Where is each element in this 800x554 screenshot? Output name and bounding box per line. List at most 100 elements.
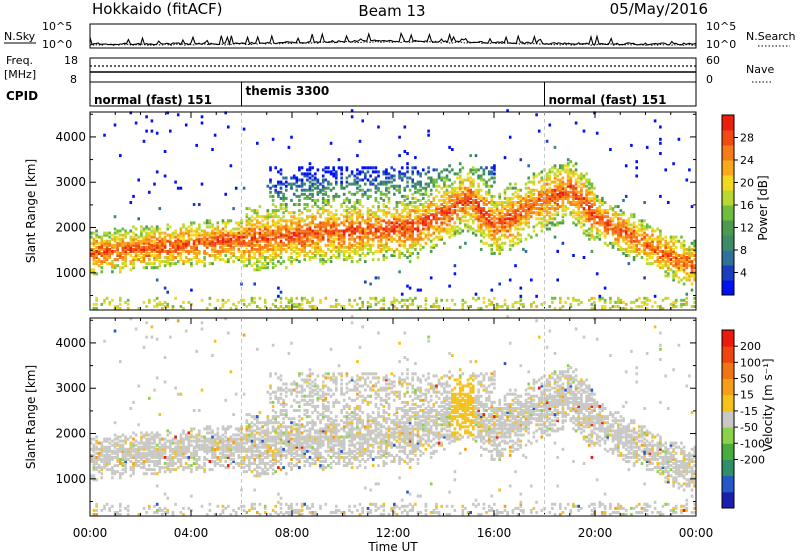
power-cell <box>532 188 536 192</box>
power-cell <box>559 188 562 192</box>
power-cell <box>422 219 425 223</box>
power-cell <box>472 182 475 186</box>
power-cell <box>274 264 277 268</box>
velocity-cell <box>100 460 104 463</box>
power-cell <box>324 225 328 229</box>
power-cell <box>477 174 480 178</box>
power-cell <box>693 274 696 278</box>
velocity-cell <box>158 460 162 463</box>
power-cell <box>559 172 562 176</box>
power-cell <box>221 243 225 247</box>
power-cell <box>390 237 393 241</box>
power-cell <box>561 168 565 172</box>
power-cell <box>258 205 262 209</box>
power-cell <box>403 217 407 221</box>
velocity-cell <box>137 460 140 463</box>
power-cell <box>263 227 267 231</box>
power-cell <box>609 307 612 310</box>
power-cell <box>588 213 591 217</box>
power-cell <box>350 209 354 213</box>
power-cell <box>477 209 480 213</box>
power-cell <box>477 205 480 209</box>
power-cell <box>582 201 586 204</box>
power-cell <box>561 166 565 170</box>
power-cell <box>548 215 552 219</box>
power-cell <box>508 227 512 231</box>
power-cell <box>155 249 159 253</box>
power-cell <box>179 251 183 255</box>
power-cell <box>456 205 459 209</box>
power-cell <box>414 201 417 204</box>
power-cell <box>353 249 357 253</box>
velocity-cell <box>153 441 156 445</box>
power-cell <box>667 256 670 259</box>
power-cell <box>277 170 280 174</box>
power-cell <box>221 221 225 225</box>
power-cell <box>495 307 499 310</box>
power-cell <box>487 178 491 182</box>
power-cell <box>311 194 314 198</box>
velocity-cell <box>163 437 167 441</box>
power-cell <box>582 182 586 186</box>
power-cell <box>619 227 623 231</box>
power-cell <box>651 251 654 255</box>
power-cell <box>335 229 338 233</box>
power-cell <box>595 221 599 225</box>
power-cell <box>314 201 317 204</box>
power-cell <box>350 243 354 247</box>
power-cell <box>348 198 351 202</box>
power-cell <box>374 298 378 302</box>
power-cell <box>519 286 523 290</box>
power-cell <box>472 184 475 188</box>
power-cell <box>640 219 644 223</box>
power-cell <box>221 233 225 237</box>
power-cell <box>171 243 175 247</box>
power-cell <box>493 219 496 223</box>
power-cell <box>556 211 559 215</box>
power-cell <box>90 270 93 274</box>
power-cell <box>248 217 251 221</box>
power-cell <box>256 237 259 241</box>
power-cell <box>482 215 486 219</box>
power-cell <box>524 209 528 213</box>
power-cell <box>300 229 304 233</box>
power-cell <box>240 241 243 245</box>
power-cell <box>148 227 151 231</box>
power-cell <box>685 292 689 296</box>
power-cell <box>514 186 517 190</box>
power-cell <box>258 225 262 229</box>
power-cell <box>298 233 301 237</box>
power-cell <box>524 217 528 221</box>
power-cell <box>379 217 383 221</box>
power-cell <box>295 239 299 243</box>
power-cell <box>659 262 662 266</box>
power-cell <box>374 211 378 215</box>
power-cell <box>566 178 570 182</box>
power-colorbar-tick-label: 4 <box>740 267 747 280</box>
power-cell <box>406 235 409 239</box>
power-cell <box>316 209 320 213</box>
velocity-cell <box>95 462 98 465</box>
power-cell <box>374 186 378 190</box>
power-cell <box>572 194 575 198</box>
power-cell <box>219 239 222 243</box>
power-cell <box>358 223 362 227</box>
power-cell <box>345 249 349 253</box>
power-cell <box>192 245 196 249</box>
power-cell <box>263 249 267 253</box>
power-cell <box>342 245 346 249</box>
power-cell <box>308 256 312 259</box>
velocity-cell <box>95 508 98 512</box>
power-cell <box>192 251 196 255</box>
power-cell <box>622 211 625 215</box>
power-cell <box>319 223 322 227</box>
power-cell <box>163 286 167 290</box>
power-cell <box>561 305 565 308</box>
power-cell <box>205 231 209 235</box>
power-cell <box>548 186 552 190</box>
velocity-cell <box>111 449 114 453</box>
power-cell <box>440 229 443 233</box>
power-cell <box>648 235 652 239</box>
power-cell <box>572 211 575 215</box>
power-cell <box>490 251 494 255</box>
